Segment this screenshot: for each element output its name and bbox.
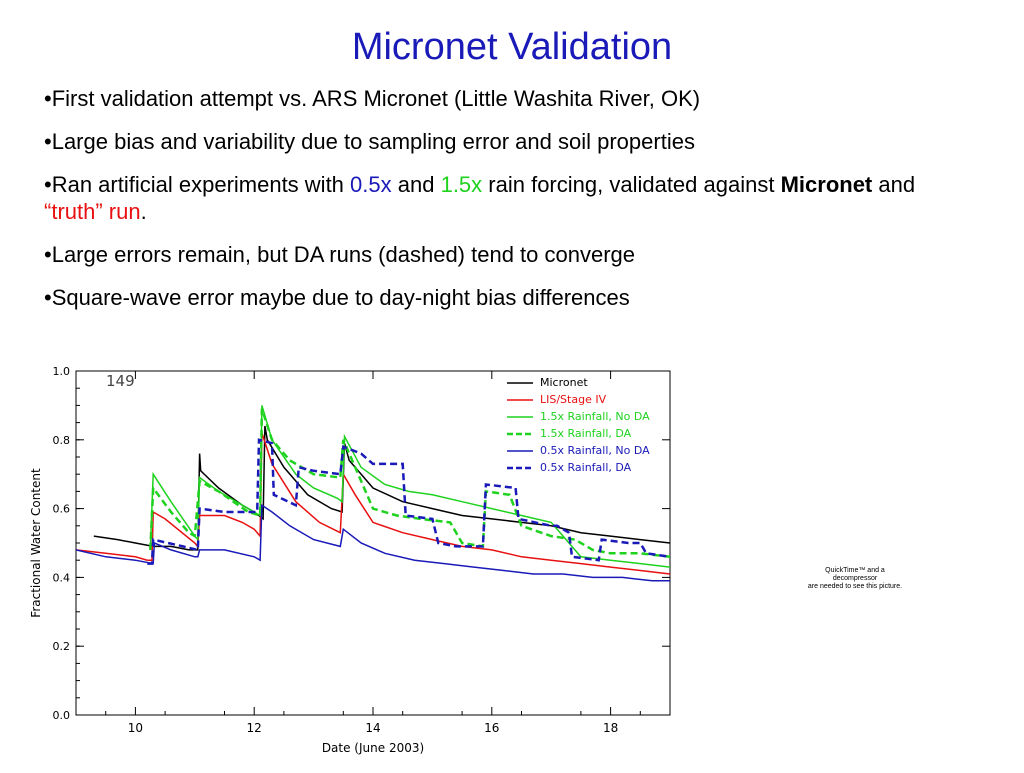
legend-label-3: 1.5x Rainfall, No DA — [540, 410, 650, 423]
bullet-3-and1: and — [391, 172, 441, 197]
bullet-2: •Large bias and variability due to sampl… — [44, 129, 695, 154]
y-tick-label: 0.0 — [53, 709, 71, 722]
slide-title: Micronet Validation — [351, 26, 673, 68]
x-tick-label: 10 — [128, 721, 143, 735]
x-tick-label: 18 — [603, 721, 618, 735]
legend-label-1: Micronet — [540, 376, 588, 389]
legend-label-2: LIS/Stage IV — [540, 393, 607, 406]
micronet-text: Micronet — [780, 172, 873, 197]
y-tick-label: 1.0 — [53, 365, 71, 378]
rain-15x-text: 1.5x — [440, 172, 483, 197]
chart-svg: 10 12 14 16 18 0.0 0.2 0.4 0.6 0.8 1.0 149 Date (J… — [0, 343, 692, 768]
quicktime-placeholder: QuickTime™ and a decompressor are needed… — [800, 567, 910, 591]
y-tick-label: 0.8 — [53, 434, 71, 447]
bullet-4: •Large errors remain, but DA runs (dashe… — [44, 242, 636, 267]
truth-run-text: “truth” run — [44, 199, 141, 224]
series-line-2 — [75, 432, 671, 575]
y-tick-label: 0.6 — [53, 503, 71, 516]
legend-label-4: 1.5x Rainfall, DA — [540, 427, 632, 440]
y-axis-label: Fractional Water Content — [29, 468, 43, 618]
bullet-3-end: . — [140, 199, 147, 224]
legend-label-6: 0.5x Rainfall, DA — [540, 461, 632, 474]
bullet-3-pre: •Ran artificial experiments with — [44, 172, 351, 197]
series-line-1 — [93, 425, 671, 551]
bullet-3: •Ran artificial experiments with 0.5x an… — [44, 171, 944, 225]
quicktime-line-1: QuickTime™ and a — [825, 567, 885, 574]
x-tick-label: 14 — [365, 721, 380, 735]
x-tick-label: 12 — [247, 721, 262, 735]
rain-05x-text: 0.5x — [350, 172, 392, 197]
series-line-6 — [147, 438, 671, 565]
soil-moisture-chart: 10 12 14 16 18 0.0 0.2 0.4 0.6 0.8 1.0 149 Date (J… — [0, 343, 692, 768]
bullet-list: •First validation attempt vs. ARS Micron… — [44, 85, 944, 327]
plot-annotation: 149 — [106, 372, 135, 390]
y-tick-label: 0.2 — [53, 640, 71, 653]
x-tick-label: 16 — [484, 721, 499, 735]
bullet-1: •First validation attempt vs. ARS Micron… — [44, 86, 701, 111]
quicktime-line-3: are needed to see this picture. — [807, 583, 903, 590]
legend-label-5: 0.5x Rainfall, No DA — [540, 444, 650, 457]
series-line-4 — [149, 408, 671, 559]
quicktime-line-2: decompressor — [832, 575, 878, 582]
bullet-3-mid: rain forcing, validated against — [482, 172, 781, 197]
y-tick-label: 0.4 — [53, 571, 71, 584]
chart-background — [0, 343, 692, 768]
series-line-5 — [75, 503, 670, 582]
x-axis-label: Date (June 2003) — [322, 741, 424, 755]
bullet-3-and2: and — [872, 172, 916, 197]
bullet-5: •Square-wave error maybe due to day-nigh… — [44, 285, 630, 310]
